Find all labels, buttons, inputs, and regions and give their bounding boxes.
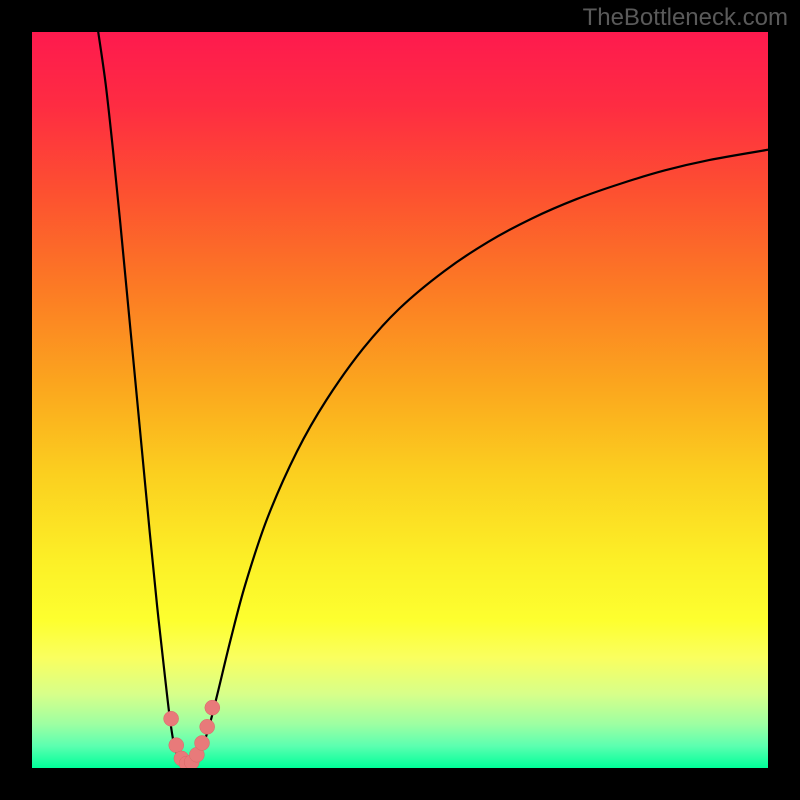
- marker-dot: [200, 719, 215, 734]
- marker-dot: [195, 735, 210, 750]
- marker-dot: [169, 738, 184, 753]
- plot-background: [32, 32, 768, 768]
- bottleneck-chart: [0, 0, 800, 800]
- marker-dot: [205, 700, 220, 715]
- chart-container: TheBottleneck.com: [0, 0, 800, 800]
- marker-dot: [164, 711, 179, 726]
- watermark-label: TheBottleneck.com: [583, 4, 788, 32]
